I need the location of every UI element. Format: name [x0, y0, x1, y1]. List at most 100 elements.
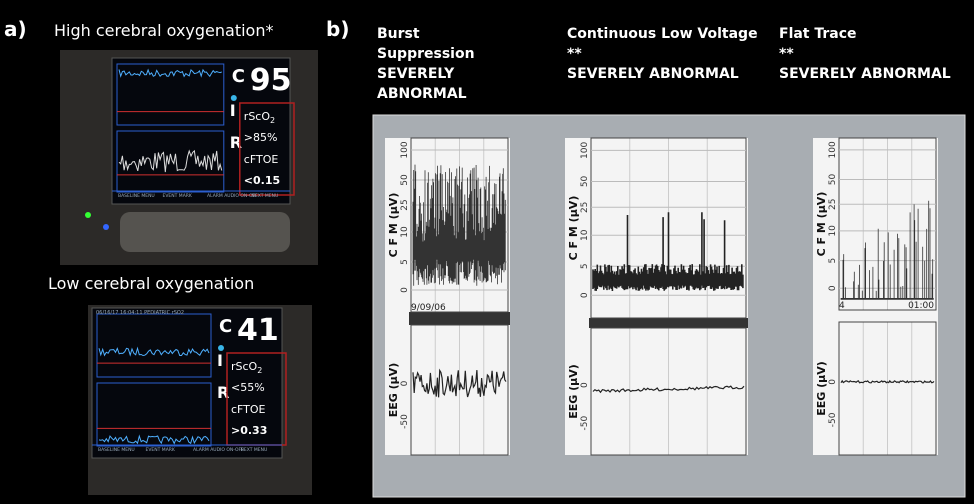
label: a): [4, 17, 27, 41]
cfm-tick-label: 25: [580, 202, 590, 213]
indicator-dot: [230, 95, 237, 101]
cfm-tick-label: 0: [400, 287, 410, 293]
column-status: SEVERELY ABNORMAL: [567, 66, 739, 82]
cfm-tick-label: 5: [400, 259, 410, 265]
trend-graph: [116, 130, 225, 193]
time-label: 01:00: [908, 301, 934, 311]
column-status: SEVERELY ABNORMAL: [779, 66, 951, 82]
separator: [589, 318, 748, 328]
cfm-tick-label: 50: [828, 174, 838, 186]
cfm-trace: [592, 212, 744, 291]
trend-graph: [116, 63, 225, 126]
cfm-axis-label: C F M (μV): [567, 196, 580, 261]
cfm-tick-label: 5: [828, 258, 838, 264]
trend-graph: [96, 382, 212, 447]
trend-trace: [98, 346, 210, 357]
time-label: 9/09/06: [411, 303, 446, 313]
led: [85, 212, 91, 218]
menu-item: ALARM AUDIO ON-OFF: [207, 193, 258, 199]
cfm-tick-label: 5: [580, 263, 590, 269]
cfm-tick-label: 50: [400, 174, 410, 186]
trace-image: [813, 138, 938, 455]
cfm-frame: [838, 137, 937, 311]
label: I: [230, 101, 236, 120]
cfm-trace: [840, 200, 934, 300]
eeg-frame: [838, 321, 937, 456]
label: Low cerebral oxygenation: [48, 274, 254, 293]
cfm-tick-label: 100: [828, 141, 838, 158]
column-note: **: [567, 46, 582, 62]
label: R: [217, 383, 229, 402]
eeg-trace: [412, 368, 507, 398]
cfm-tick-label: 25: [400, 199, 410, 210]
column-header: Flat Trace ** SEVERELY ABNORMAL: [779, 24, 969, 84]
eeg-axis-label: EEG (μV): [567, 364, 580, 419]
label: cFTOE: [231, 403, 266, 416]
label: 95: [250, 63, 292, 98]
eeg-tick-label: -50: [400, 414, 410, 429]
trace-image: [565, 138, 748, 455]
label: I: [217, 351, 223, 370]
cfm-tick-label: 0: [580, 292, 590, 298]
eeg-tick-label: 0: [580, 382, 590, 388]
column-header: Burst Suppression SEVERELY ABNORMAL: [377, 24, 517, 104]
cfm-tick-label: 10: [828, 225, 838, 237]
screen-header: 06/16/17 16:04:11 PEDIATRIC rSO2: [96, 310, 184, 316]
cfm-axis-label: C F M (μV): [815, 192, 828, 257]
menu-item: BASELINE MENU: [118, 193, 155, 199]
menu-item: BASELINE MENU: [98, 447, 135, 453]
cfm-frame: [410, 137, 509, 313]
cfm-tick-label: 10: [400, 226, 410, 238]
column-status: SEVERELY ABNORMAL: [377, 66, 467, 102]
label: cFTOE: [244, 153, 279, 166]
cfm-trace: [412, 164, 506, 286]
eeg-frame: [590, 327, 747, 456]
label: High cerebral oxygenation*: [54, 21, 273, 40]
eeg-axis-label: EEG (μV): [815, 361, 828, 416]
cfm-tick-label: 25: [828, 199, 838, 210]
label: rScO2: [231, 360, 262, 375]
label: C: [219, 316, 232, 337]
eeg-trace: [592, 385, 745, 394]
cfm-tick-label: 10: [580, 229, 590, 241]
value-box: [239, 102, 295, 196]
menu-item: NEXT MENU: [252, 193, 279, 199]
separator: [837, 310, 938, 322]
eeg-axis-label: EEG (μV): [387, 363, 400, 418]
label: 41: [237, 313, 279, 348]
cfm-tick-label: 0: [828, 285, 838, 291]
subscript: 2: [270, 116, 275, 125]
cfm-tick-label: 100: [580, 142, 590, 159]
eeg-tick-label: -50: [828, 412, 838, 427]
indicator-dot: [218, 345, 224, 351]
label: C: [232, 66, 245, 87]
trend-trace: [118, 149, 223, 173]
trend-trace: [118, 68, 222, 78]
label: R: [230, 133, 242, 152]
column-title: Burst Suppression: [377, 26, 475, 62]
menu-item: ALARM AUDIO ON-OFF: [193, 447, 244, 453]
eeg-trace: [840, 379, 935, 384]
column-title: Flat Trace: [779, 26, 857, 42]
eeg-tick-label: 0: [400, 380, 410, 386]
label: <55%: [231, 381, 265, 394]
eeg-tick-label: -50: [580, 416, 590, 431]
eeg-tick-label: 0: [828, 379, 838, 385]
label: rScO2: [244, 110, 275, 125]
menu-item: NEXT MENU: [241, 447, 268, 453]
cfm-axis-label: C F M (μV): [387, 193, 400, 258]
separator: [409, 312, 510, 325]
column-note: **: [779, 46, 794, 62]
label: <0.15: [244, 174, 280, 187]
column-title: Continuous Low Voltage: [567, 26, 758, 42]
subscript: 2: [257, 366, 262, 375]
dial-panel: [120, 212, 290, 252]
trend-trace: [98, 434, 210, 445]
time-label: 4: [839, 301, 845, 311]
label: b): [326, 17, 349, 41]
cfm-frame: [590, 137, 747, 319]
menu-item: EVENT MARK: [146, 447, 176, 453]
eeg-frame: [410, 324, 509, 456]
